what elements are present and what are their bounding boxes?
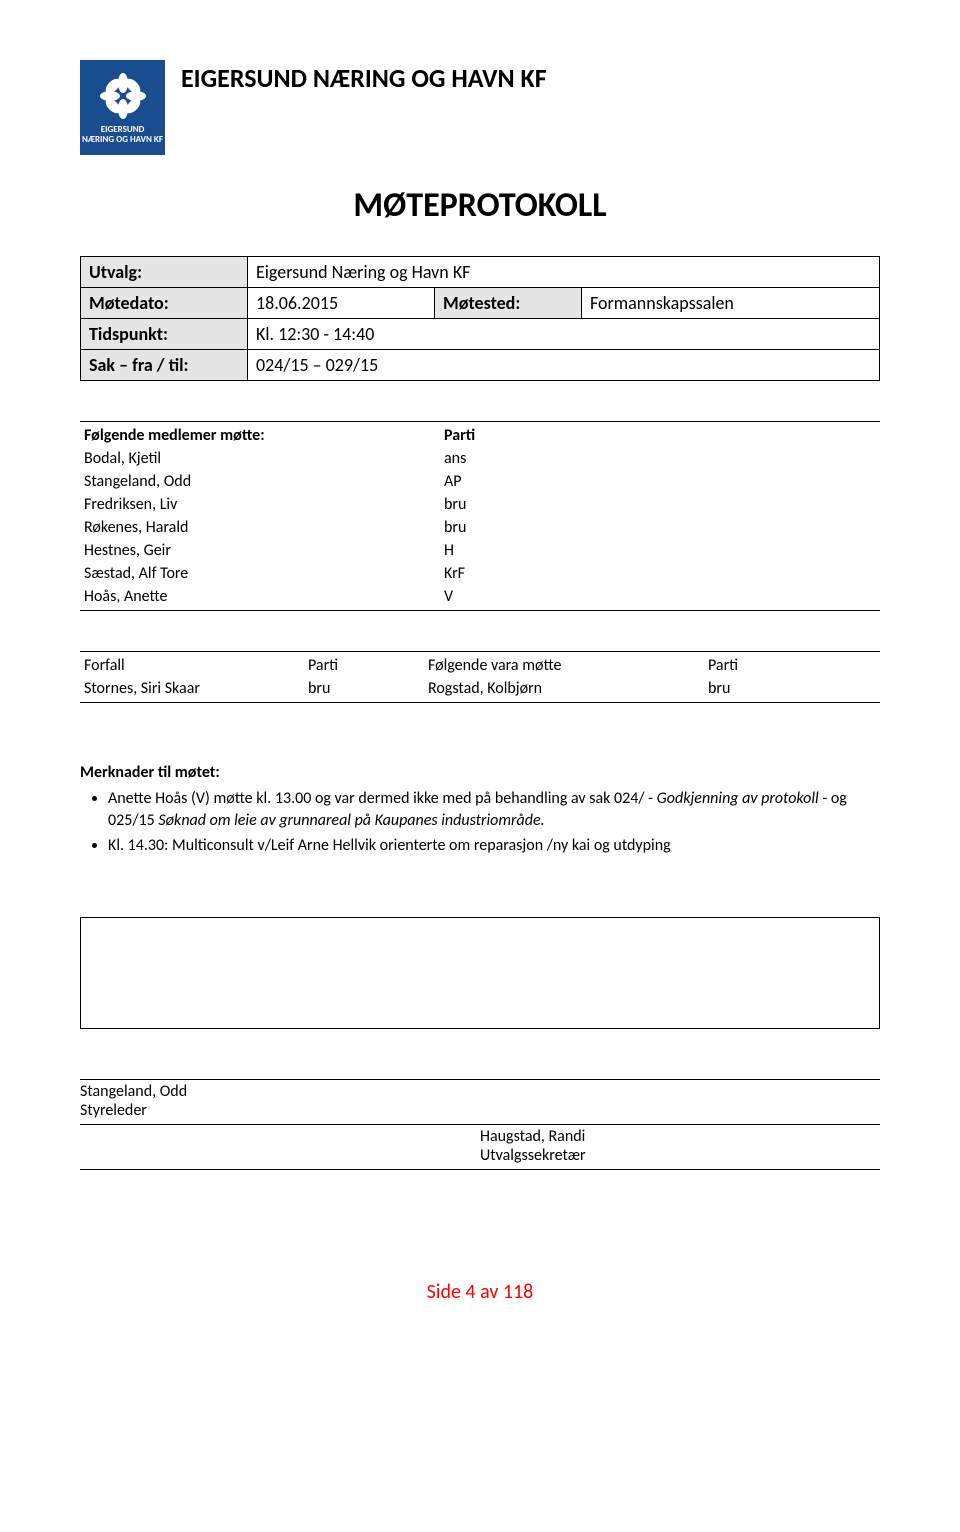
members-table: Følgende medlemer møtte: Parti Bodal, Kj… [80,424,880,608]
tidspunkt-label: Tidspunkt: [81,319,248,350]
members-header-label: Følgende medlemer møtte: [80,424,440,447]
notes-title: Merknader til møtet: [80,763,880,782]
logo-text: EIGERSUND NÆRING OG HAVN KF [82,125,163,145]
forfall-cell: bru [704,677,880,700]
members-header-party: Parti [440,424,880,447]
sig-right-role: Utvalgssekretær [480,1146,880,1165]
motested-value: Formannskapssalen [582,288,880,319]
sak-label: Sak – fra / til: [81,350,248,381]
forfall-h4: Parti [704,654,880,677]
forfall-cell: Rogstad, Kolbjørn [424,677,704,700]
meta-row-time: Tidspunkt: Kl. 12:30 - 14:40 [81,319,880,350]
forfall-cell: bru [304,677,424,700]
meeting-meta-table: Utvalg: Eigersund Næring og Havn KF Møte… [80,256,880,381]
table-row: Røkenes, Haraldbru [80,516,880,539]
forfall-table: Forfall Parti Følgende vara møtte Parti … [80,654,880,700]
sig-right-name: Haugstad, Randi [480,1127,880,1146]
forfall-header-row: Forfall Parti Følgende vara møtte Parti [80,654,880,677]
motedato-value: 18.06.2015 [248,288,435,319]
sig-left-role: Styreleder [80,1101,480,1120]
member-name: Fredriksen, Liv [80,493,440,516]
member-party: ans [440,447,880,470]
org-logo: EIGERSUND NÆRING OG HAVN KF [80,60,165,155]
member-party: V [440,585,880,608]
logo-flower-icon [98,71,148,121]
org-title: EIGERSUND NÆRING OG HAVN KF [181,62,547,94]
utvalg-label: Utvalg: [81,257,248,288]
member-party: bru [440,516,880,539]
motedato-label: Møtedato: [81,288,248,319]
forfall-cell: Stornes, Siri Skaar [80,677,304,700]
member-party: KrF [440,562,880,585]
meta-row-utvalg: Utvalg: Eigersund Næring og Havn KF [81,257,880,288]
page-footer: Side 4 av 118 [80,1280,880,1304]
member-name: Stangeland, Odd [80,470,440,493]
forfall-h2: Parti [304,654,424,677]
member-name: Bodal, Kjetil [80,447,440,470]
member-party: H [440,539,880,562]
motested-label: Møtested: [435,288,582,319]
member-name: Hoås, Anette [80,585,440,608]
table-row: Stangeland, OddAP [80,470,880,493]
forfall-h1: Forfall [80,654,304,677]
members-header-row: Følgende medlemer møtte: Parti [80,424,880,447]
list-item: Anette Hoås (V) møtte kl. 13.00 og var d… [108,788,880,831]
signature-box [80,917,880,1029]
forfall-h3: Følgende vara møtte [424,654,704,677]
notes-list: Anette Hoås (V) møtte kl. 13.00 og var d… [108,788,880,857]
member-name: Røkenes, Harald [80,516,440,539]
logo-line2: NÆRING OG HAVN KF [82,135,163,145]
member-name: Hestnes, Geir [80,539,440,562]
meta-row-sak: Sak – fra / til: 024/15 – 029/15 [81,350,880,381]
sig-left-name: Stangeland, Odd [80,1082,480,1101]
list-item: Kl. 14.30: Multiconsult v/Leif Arne Hell… [108,835,880,857]
member-party: bru [440,493,880,516]
meta-row-date: Møtedato: 18.06.2015 Møtested: Formannsk… [81,288,880,319]
table-row: Sæstad, Alf ToreKrF [80,562,880,585]
table-row: Hoås, AnetteV [80,585,880,608]
page-title: MØTEPROTOKOLL [80,185,880,226]
tidspunkt-value: Kl. 12:30 - 14:40 [248,319,880,350]
signatures: Stangeland, Odd Styreleder Haugstad, Ran… [80,1079,880,1170]
member-party: AP [440,470,880,493]
table-row: Fredriksen, Livbru [80,493,880,516]
header-row: EIGERSUND NÆRING OG HAVN KF EIGERSUND NÆ… [80,60,880,155]
table-row: Stornes, Siri SkaarbruRogstad, Kolbjørnb… [80,677,880,700]
table-row: Bodal, Kjetilans [80,447,880,470]
table-row: Hestnes, GeirH [80,539,880,562]
utvalg-value: Eigersund Næring og Havn KF [248,257,880,288]
notes-section: Merknader til møtet: Anette Hoås (V) møt… [80,763,880,857]
sak-value: 024/15 – 029/15 [248,350,880,381]
member-name: Sæstad, Alf Tore [80,562,440,585]
